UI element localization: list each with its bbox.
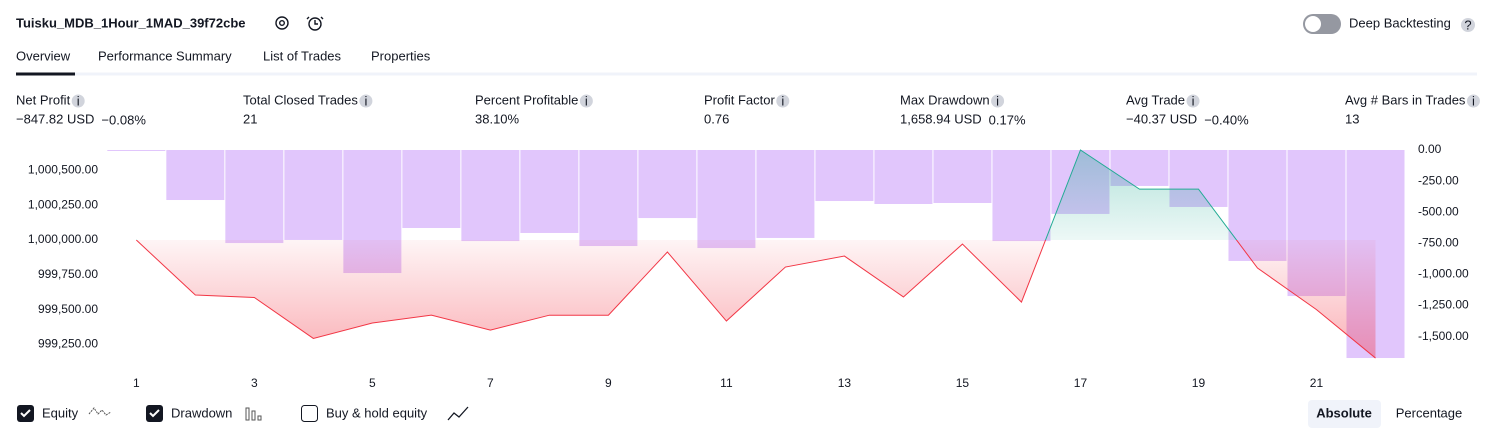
info-mark: i	[1472, 93, 1475, 108]
strategy-title: Tuisku_MDB_1Hour_1MAD_39f72cbe	[16, 15, 246, 30]
metric-pct: −0.40%	[1204, 112, 1249, 127]
metric-pct: 0.17%	[989, 112, 1026, 127]
help-icon[interactable]	[1461, 18, 1475, 32]
drawdown-bar	[225, 150, 284, 244]
info-mark: i	[781, 93, 784, 108]
toggle-label: Deep Backtesting	[1349, 15, 1451, 30]
drawdown-bar	[992, 150, 1051, 242]
drawdown-bar	[756, 150, 815, 238]
metric-value: 38.10%	[475, 111, 520, 126]
x-tick-label: 1	[133, 376, 140, 390]
drawdown-bar	[107, 150, 166, 151]
metric-label: Profit Factor	[704, 92, 775, 107]
y-tick-label: 1,000,000.00	[28, 232, 98, 246]
alert-icon[interactable]	[306, 16, 324, 31]
info-icon	[71, 94, 85, 108]
legend-label: Drawdown	[171, 405, 232, 420]
x-tick-label: 21	[1310, 376, 1324, 390]
y2-tick-label: 0.00	[1418, 142, 1442, 156]
drawdown-bar	[933, 150, 992, 203]
drawdown-bar	[815, 150, 874, 202]
metric-label: Net Profit	[16, 92, 71, 107]
y-tick-label: 1,000,250.00	[28, 197, 98, 211]
info-icon	[579, 94, 593, 108]
x-tick-label: 15	[956, 376, 970, 390]
drawdown-bar	[579, 150, 638, 247]
x-tick-label: 7	[487, 376, 494, 390]
info-icon	[991, 94, 1005, 108]
x-tick-label: 3	[251, 376, 258, 390]
tab[interactable]: Properties	[371, 48, 431, 63]
info-icon	[776, 94, 790, 108]
metric-value: 0.76	[704, 111, 729, 126]
metric-value: −847.82 USD	[16, 111, 94, 126]
tab[interactable]: Performance Summary	[98, 48, 232, 63]
x-tick-label: 11	[720, 376, 733, 390]
info-icon	[1466, 94, 1480, 108]
metric-label: Avg # Bars in Trades	[1345, 92, 1466, 107]
equity-area	[136, 150, 1376, 359]
legend-equity[interactable]	[17, 405, 112, 422]
legend-label: Buy & hold equity	[326, 405, 428, 420]
metric-value: 1,658.94 USD	[900, 111, 982, 126]
metric-value: 13	[1345, 111, 1359, 126]
tab[interactable]: List of Trades	[263, 48, 342, 63]
absolute-button[interactable]	[1308, 400, 1381, 428]
y2-tick-label: -750.00	[1418, 235, 1459, 249]
metric-label: Max Drawdown	[900, 92, 990, 107]
equity-line	[135, 149, 1376, 359]
y2-tick-label: -1,500.00	[1418, 329, 1469, 343]
legend-label: Equity	[42, 405, 79, 420]
x-tick-label: 19	[1192, 376, 1206, 390]
info-mark: i	[364, 93, 367, 108]
help-mark: ?	[1464, 17, 1471, 32]
drawdown-bar	[461, 150, 520, 242]
y2-tick-label: -1,250.00	[1418, 298, 1469, 312]
metric-value: 21	[243, 111, 257, 126]
metric-label: Percent Profitable	[475, 92, 578, 107]
tab[interactable]: Overview	[16, 48, 71, 63]
drawdown-bar	[697, 150, 756, 249]
drawdown-bar	[402, 150, 461, 229]
y-tick-label: 1,000,500.00	[28, 163, 98, 177]
absolute-label: Absolute	[1316, 405, 1372, 420]
info-icon	[359, 94, 373, 108]
drawdown-bar	[520, 150, 579, 233]
legend-buy-hold[interactable]	[301, 405, 469, 422]
info-mark: i	[996, 93, 999, 108]
toggle-knob	[1305, 16, 1321, 32]
legend-drawdown[interactable]	[146, 405, 262, 422]
drawdown-bar	[874, 150, 933, 204]
metric-label: Total Closed Trades	[243, 92, 358, 107]
metric-value: −40.37 USD	[1126, 111, 1197, 126]
x-tick-label: 17	[1074, 376, 1088, 390]
x-tick-label: 9	[605, 376, 612, 390]
percentage-button[interactable]: Percentage	[1396, 405, 1463, 420]
drawdown-bar	[284, 150, 343, 240]
metric-pct: −0.08%	[101, 112, 146, 127]
info-mark: i	[77, 93, 80, 108]
x-tick-label: 13	[838, 376, 852, 390]
y-tick-label: 999,500.00	[38, 302, 98, 316]
metric-label: Avg Trade	[1126, 92, 1185, 107]
y2-tick-label: -500.00	[1418, 204, 1459, 218]
y2-tick-label: -250.00	[1418, 173, 1459, 187]
settings-icon[interactable]	[275, 16, 289, 30]
drawdown-bar	[166, 150, 225, 201]
drawdown-bar	[638, 150, 697, 219]
y-tick-label: 999,250.00	[38, 337, 98, 351]
info-mark: i	[585, 93, 588, 108]
info-icon	[1186, 94, 1200, 108]
info-mark: i	[1192, 93, 1195, 108]
y2-tick-label: -1,000.00	[1418, 267, 1469, 281]
y-tick-label: 999,750.00	[38, 267, 98, 281]
x-tick-label: 5	[369, 376, 376, 390]
